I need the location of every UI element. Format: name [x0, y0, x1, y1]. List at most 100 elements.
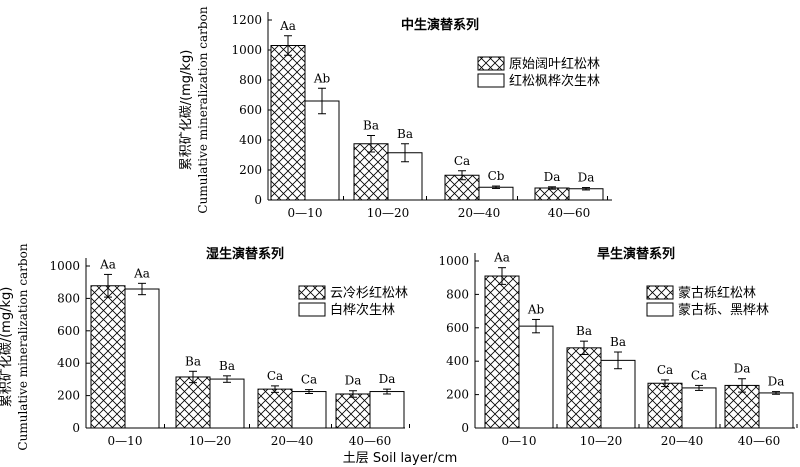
- x-tick-label: 10—20: [189, 434, 232, 448]
- data-label: Da: [768, 375, 785, 389]
- legend-label: 白桦次生林: [330, 302, 395, 318]
- x-tick-label: 20—40: [661, 434, 704, 448]
- data-label: Ca: [657, 363, 673, 377]
- data-label: Ba: [610, 335, 626, 349]
- x-tick-label: 0—10: [108, 434, 143, 448]
- y-tick-label: 0: [461, 421, 469, 435]
- x-tick-label: 40—60: [349, 434, 392, 448]
- data-label: Ca: [267, 369, 283, 383]
- bar-secondary: [124, 288, 160, 429]
- x-tick-label: 40—60: [738, 434, 781, 448]
- y-tick-label: 200: [239, 163, 262, 177]
- bar-primary: [353, 143, 389, 201]
- data-label: Da: [734, 362, 751, 376]
- y-axis-label-cn: 累积矿化碳/(mg/kg): [0, 287, 14, 408]
- y-axis-label-cn: 累积矿化碳/(mg/kg): [179, 50, 194, 171]
- bar-secondary: [209, 378, 245, 429]
- y-tick-label: 400: [239, 133, 262, 147]
- bar-secondary: [478, 186, 514, 201]
- data-label: Ab: [313, 71, 331, 85]
- y-tick-label: 200: [57, 389, 80, 403]
- y-tick-label: 400: [57, 356, 80, 370]
- bar-primary: [534, 187, 570, 201]
- x-tick-label: 10—20: [580, 434, 623, 448]
- bar-primary: [270, 45, 306, 201]
- bar-primary: [484, 275, 520, 429]
- data-label: Ca: [301, 373, 317, 387]
- bar-primary: [90, 285, 126, 429]
- bar-primary: [647, 382, 683, 429]
- y-tick-label: 800: [239, 73, 262, 87]
- y-tick-label: 1000: [231, 43, 262, 57]
- legend-label: 蒙古栎红松林: [678, 285, 756, 301]
- data-label: Aa: [493, 251, 510, 265]
- data-label: Ba: [397, 127, 413, 141]
- legend-swatch: [646, 285, 674, 300]
- data-label: Ca: [691, 368, 707, 382]
- data-label: Cb: [488, 169, 505, 183]
- bar-secondary: [518, 325, 554, 429]
- bar-secondary: [369, 391, 405, 429]
- data-label: Ab: [527, 302, 545, 316]
- y-tick-label: 1000: [49, 259, 80, 273]
- chart-2: 0 200 400 600 800 1000 0—10 10—20 20—40 40—60 Aa Ba…: [0, 243, 410, 451]
- y-tick-label: 0: [72, 421, 80, 435]
- bar-primary: [175, 376, 211, 429]
- bar-primary: [335, 393, 371, 429]
- chart-3: 0 200 400 600 800 1000 0—10 10—20 20—40 40—60 Aa Ba…: [438, 246, 798, 448]
- bar-secondary: [291, 391, 327, 429]
- data-label: Da: [345, 374, 362, 388]
- bar-secondary: [304, 100, 340, 201]
- legend-swatch: [298, 302, 326, 317]
- y-axis-label-en: Cumulative mineralization carbon: [196, 6, 210, 213]
- bar-secondary: [758, 392, 794, 429]
- y-tick-label: 1000: [438, 254, 469, 268]
- y-tick-label: 0: [254, 193, 262, 207]
- chart-1: 0 200 400 600 800 1000 1200 0—10 10—20 20—40 40—60…: [179, 6, 612, 220]
- y-tick-label: 400: [446, 354, 469, 368]
- y-tick-label: 800: [446, 287, 469, 301]
- legend-swatch: [646, 302, 674, 317]
- y-tick-label: 200: [446, 388, 469, 402]
- chart-title: 中生演替系列: [401, 17, 479, 33]
- data-label: Da: [544, 170, 561, 184]
- data-label: Ba: [185, 354, 201, 368]
- x-tick-label: 0—10: [502, 434, 537, 448]
- y-tick-label: 600: [57, 324, 80, 338]
- data-label: Aa: [279, 19, 296, 33]
- bar-primary: [566, 347, 602, 429]
- data-label: Ca: [454, 154, 470, 168]
- y-tick-label: 1200: [231, 13, 262, 27]
- x-tick-label: 20—40: [458, 206, 501, 220]
- bar-secondary: [600, 359, 636, 429]
- y-tick-label: 600: [239, 103, 262, 117]
- legend-label: 红松枫桦次生林: [509, 73, 600, 89]
- y-tick-label: 600: [446, 321, 469, 335]
- chart-title: 旱生演替系列: [597, 246, 675, 262]
- x-axis-label: 土层 Soil layer/cm: [343, 451, 458, 466]
- legend-swatch: [477, 73, 505, 88]
- legend-label: 蒙古栎、黑桦林: [678, 303, 769, 318]
- data-label: Ba: [576, 324, 592, 338]
- data-label: Da: [578, 171, 595, 185]
- legend-swatch: [477, 56, 505, 71]
- chart-title: 湿生演替系列: [206, 246, 284, 262]
- legend-swatch: [298, 285, 326, 300]
- data-label: Ba: [363, 119, 379, 133]
- x-tick-label: 0—10: [288, 206, 323, 220]
- bar-primary: [257, 388, 293, 429]
- charts-root: 0 200 400 600 800 1000 1200 0—10 10—20 20—40 40—60…: [0, 6, 798, 451]
- y-axis-label-en: Cumulative mineralization carbon: [16, 243, 30, 450]
- legend-label: 云冷杉红松林: [330, 285, 408, 301]
- y-tick-label: 800: [57, 291, 80, 305]
- data-label: Aa: [99, 257, 116, 271]
- x-tick-label: 20—40: [271, 434, 314, 448]
- legend-label: 原始阔叶红松林: [509, 56, 600, 72]
- bar-secondary: [681, 387, 717, 429]
- data-label: Da: [379, 372, 396, 386]
- data-label: Aa: [133, 266, 150, 280]
- x-tick-label: 10—20: [367, 206, 410, 220]
- x-tick-label: 40—60: [548, 206, 591, 220]
- data-label: Ba: [219, 359, 235, 373]
